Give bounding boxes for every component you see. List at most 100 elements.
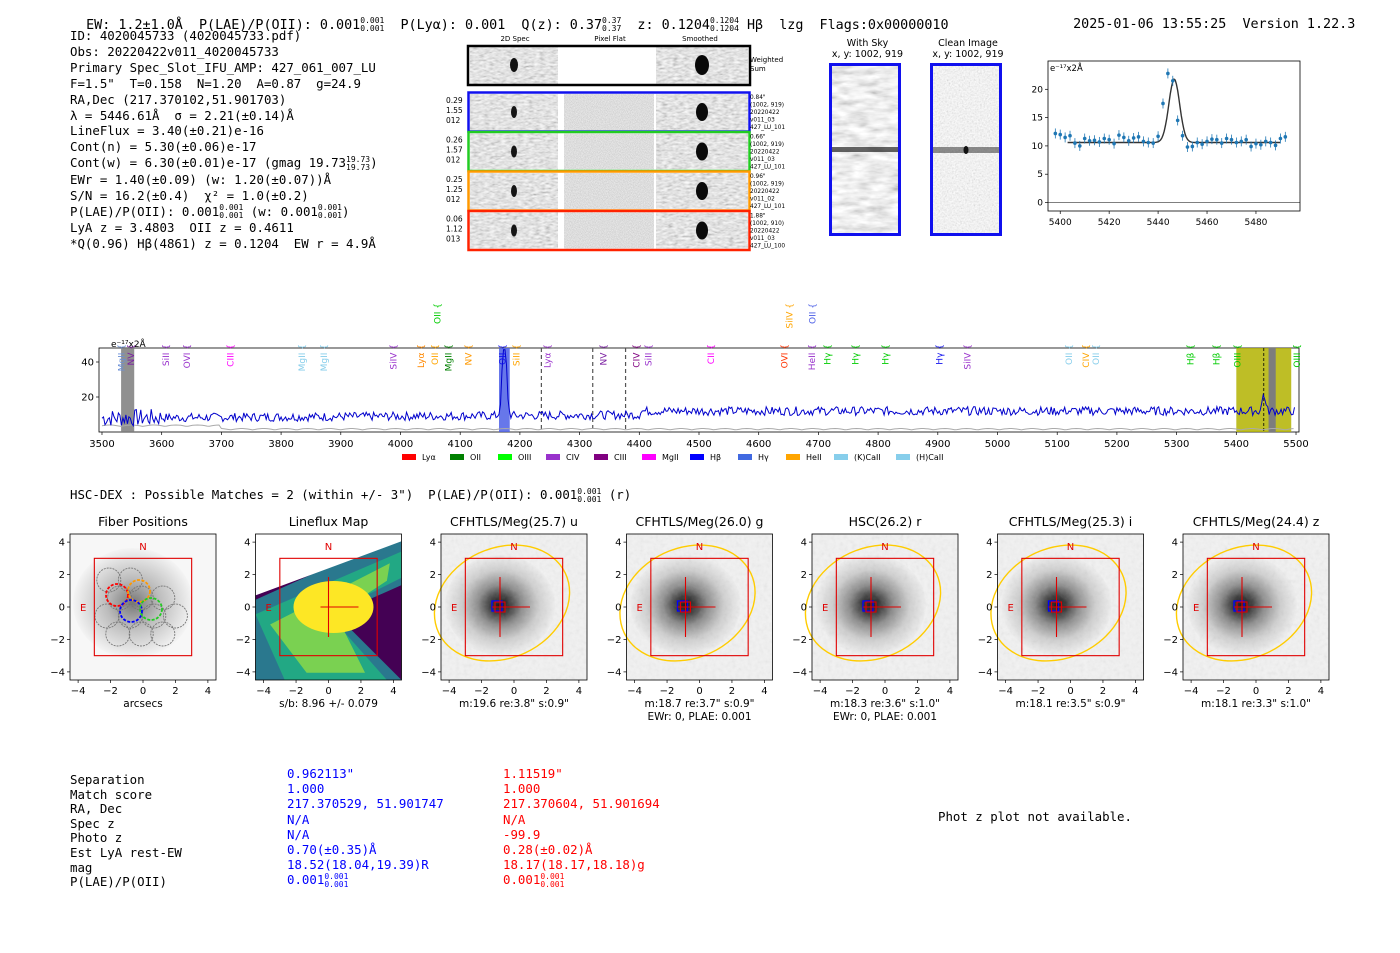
panel-xtick-label: 2 (358, 686, 364, 697)
svg-text:(K)CaII: (K)CaII (854, 453, 881, 462)
line-label: Lyα { (417, 344, 427, 368)
zoom-ytick-label: 20 (1032, 85, 1044, 95)
zoom-data-point (1082, 136, 1087, 141)
match-row-label: Spec z (70, 815, 115, 831)
panel-lineflux: Lineflux Map N E −4 −2 0 2 4 4 2 0 −2 −4 s/b: 8.96 +/… (236, 514, 402, 710)
svg-text:CII {: CII { (707, 344, 717, 364)
zoom-data-point (1117, 133, 1121, 137)
line-label: MgII { (444, 344, 454, 371)
zoom-data-point (1053, 131, 1058, 136)
zoom-data-point (1244, 137, 1248, 142)
with-sky-label: With Sky (846, 38, 889, 49)
zoom-data-point (1078, 144, 1082, 148)
zoom-data-point (1087, 139, 1092, 143)
full-xtick-label: 4700 (806, 439, 831, 450)
cutout-row-right-label: v011_03 (750, 236, 775, 242)
panel-title: CFHTLS/Meg(26.0) g (636, 514, 764, 529)
match-row-label: Photo z (70, 830, 123, 846)
full-xtick-label: 3700 (209, 439, 234, 450)
zoom-data-point (1268, 140, 1273, 145)
header-flags: Flags:0x00000010 (819, 18, 949, 33)
svg-text:SiII {: SiII { (512, 344, 522, 366)
info-ewr: EWr = 1.40(±0.09) (w: 1.20(±0.07))Å (70, 171, 332, 187)
svg-text:Hγ: Hγ (758, 453, 769, 462)
line-label: Hγ { (936, 344, 946, 365)
panel-ytick-label: 2 (986, 570, 992, 581)
panel-title: Lineflux Map (289, 514, 369, 529)
aperture-ellipse (619, 544, 756, 662)
panel-ytick-label: 4 (615, 538, 621, 549)
line-label: SiIV { (389, 344, 399, 370)
zoom-data-point (1175, 118, 1180, 123)
full-xtick-label: 5400 (1224, 439, 1249, 450)
svg-text:OIII {: OIII { (1293, 344, 1303, 368)
line-label: OIII { (1293, 344, 1303, 368)
match-value: 1.000 (287, 781, 325, 797)
cutout-row-right-label: 20220422 (750, 229, 780, 235)
cutout-row-left-label: 0.06 (446, 215, 463, 224)
panel-xtick-label: −2 (103, 686, 118, 697)
zoom-ylabel: e⁻¹⁷x2Å (1050, 62, 1083, 74)
match-value: 1.11519" (503, 766, 563, 781)
line-label: Hγ { (851, 344, 861, 365)
panel-title: Fiber Positions (98, 514, 188, 529)
panel-ytick-label: 4 (430, 538, 436, 549)
svg-text:OIII {: OIII { (1234, 344, 1244, 368)
zoom-data-point (1131, 136, 1136, 140)
header-timestamp: 2025-01-06 13:55:25 (1073, 17, 1227, 32)
line-label: CIV { (1082, 344, 1092, 368)
full-xtick-label: 4100 (447, 439, 472, 450)
full-xtick-label: 3500 (89, 439, 114, 450)
aperture-box (835, 557, 935, 657)
panel-ytick-label: 4 (801, 538, 807, 549)
weighted-sum-row: Weighted Sum (466, 44, 783, 87)
panel-xtick-label: −4 (627, 686, 642, 697)
panel-ytick-label: −4 (50, 667, 65, 678)
zoom-ytick-label: 15 (1032, 114, 1043, 124)
line-label: SiII { (162, 344, 172, 366)
cutout-row-left-label: 013 (446, 235, 461, 244)
header-right: 2025-01-06 13:55:25 Version 1.22.3 (1057, 2, 1355, 32)
line-label: Hγ { (823, 344, 833, 365)
full-xtick-label: 4500 (686, 439, 711, 450)
zoom-data-point (1239, 139, 1244, 144)
zoom-data-point (1195, 140, 1200, 145)
full-xtick-label: 3800 (268, 439, 293, 450)
cutout-row-right-label: v011_02 (750, 197, 775, 203)
zoom-data-point (1126, 139, 1131, 143)
panel-xtick-label: 2 (914, 686, 920, 697)
zoom-data-point (1219, 141, 1224, 145)
svg-text:SiII {: SiII { (162, 344, 172, 366)
aperture-box (1206, 557, 1306, 657)
match-row-label: mag (70, 859, 93, 875)
full-ylabel: e⁻¹⁷x2Å (111, 338, 147, 350)
panel-xtick-label: 4 (576, 686, 582, 697)
zoom-data-point (1229, 137, 1234, 142)
zoom-data-point (1259, 142, 1263, 147)
full-xtick-label: 4800 (865, 439, 890, 450)
header-ew: EW: 1.2±1.0Å (86, 18, 183, 33)
svg-text:CIV: CIV (566, 453, 580, 462)
svg-text:CIV {: CIV { (632, 344, 642, 368)
col-header-pixelflat: Pixel Flat (594, 35, 626, 43)
svg-text:SiII {: SiII { (644, 344, 654, 366)
cutout-row-right-label: 427_LU_100 (750, 244, 785, 250)
info-plae: P(LAE)/P(OII): 0.001 0.001 0.001 (w: 0.001… (70, 203, 350, 221)
match-value: 0.28(±0.02)Å (503, 842, 593, 858)
match-value: N/A (287, 826, 310, 842)
zoom-data-point (1190, 144, 1195, 149)
match-row-label: Est LyA rest-EW (70, 844, 182, 860)
line-label: NV { (127, 344, 137, 365)
line-label: OVI { (780, 344, 790, 368)
legend-item: OIII (498, 453, 531, 462)
zoom-data-point (1151, 141, 1156, 145)
legend-item: CIV (546, 453, 580, 462)
svg-text:Hγ {: Hγ { (851, 344, 861, 365)
panel-ytick-label: 0 (244, 603, 250, 614)
panel-ytick-label: 0 (986, 603, 992, 614)
panel-xtick-label: −2 (845, 686, 860, 697)
zoom-data-point (1141, 139, 1146, 144)
